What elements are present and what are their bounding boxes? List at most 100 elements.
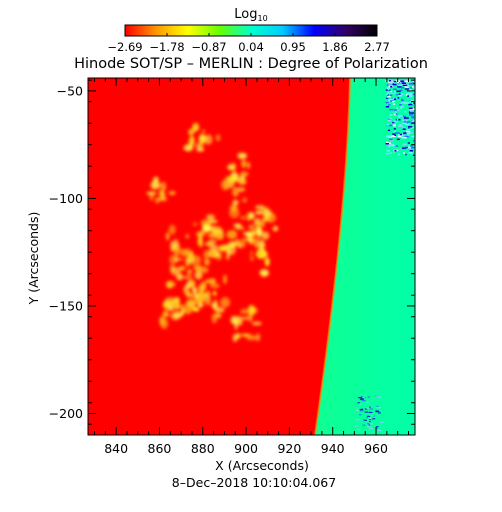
plage-patch bbox=[238, 244, 242, 249]
plage-patch bbox=[261, 221, 265, 227]
noise-pixel bbox=[398, 81, 402, 83]
noise-pixel bbox=[378, 412, 381, 414]
noise-pixel bbox=[413, 140, 415, 142]
noise-pixel bbox=[389, 144, 394, 146]
plage-patch bbox=[201, 129, 206, 133]
plage-patch bbox=[167, 304, 174, 312]
plage-patch bbox=[188, 128, 195, 136]
noise-pixel bbox=[368, 420, 371, 423]
noise-pixel bbox=[387, 88, 390, 91]
plage-patch bbox=[256, 227, 263, 237]
plage-patch bbox=[193, 255, 202, 265]
noise-pixel bbox=[387, 92, 390, 94]
plage-patch bbox=[215, 231, 225, 240]
noise-pixel bbox=[362, 424, 366, 426]
noise-pixel bbox=[394, 134, 397, 136]
noise-pixel bbox=[405, 153, 407, 156]
noise-pixel bbox=[389, 124, 394, 127]
plage-patch bbox=[190, 294, 198, 298]
noise-pixel bbox=[403, 120, 407, 122]
plage-patch bbox=[196, 231, 206, 238]
noise-pixel bbox=[408, 93, 414, 95]
noise-pixel bbox=[398, 124, 402, 126]
y-axis: −50 −100 −150 −200 bbox=[49, 79, 415, 425]
noise-pixel bbox=[394, 149, 397, 152]
noise-pixel bbox=[413, 87, 415, 90]
noise-pixel bbox=[389, 139, 394, 142]
x-tick-label: 860 bbox=[148, 441, 172, 456]
noise-pixel bbox=[362, 419, 365, 421]
plage-patch bbox=[236, 187, 246, 192]
plage-patch bbox=[205, 278, 216, 284]
noise-pixel bbox=[404, 80, 410, 83]
noise-pixel bbox=[369, 428, 373, 430]
noise-pixel bbox=[367, 423, 369, 425]
noise-pixel bbox=[402, 119, 405, 122]
noise-pixel bbox=[396, 98, 398, 100]
noise-pixel bbox=[397, 80, 402, 82]
plage-patch bbox=[229, 176, 233, 184]
noise-pixel bbox=[389, 108, 394, 111]
noise-pixel bbox=[408, 89, 412, 91]
noise-pixel bbox=[401, 99, 404, 102]
noise-pixel bbox=[388, 104, 391, 106]
noise-pixel bbox=[393, 145, 399, 147]
noise-pixel bbox=[399, 147, 401, 150]
noise-pixel bbox=[401, 98, 404, 101]
noise-pixel bbox=[390, 90, 393, 93]
noise-pixel bbox=[395, 113, 398, 115]
noise-pixel bbox=[388, 118, 390, 120]
plage-patch bbox=[241, 197, 248, 203]
plage-patch bbox=[256, 248, 267, 259]
noise-pixel bbox=[388, 105, 390, 107]
plage-patch bbox=[170, 241, 175, 252]
plage-patch bbox=[174, 257, 179, 262]
noise-pixel bbox=[414, 89, 415, 91]
colorbar-tick-label: 1.86 bbox=[322, 40, 348, 54]
plage-patch bbox=[234, 319, 238, 331]
noise-pixel bbox=[409, 112, 414, 114]
noise-pixel bbox=[413, 154, 415, 156]
plage-patch bbox=[233, 223, 242, 228]
noise-pixel bbox=[399, 104, 402, 106]
plage-patch bbox=[195, 142, 204, 149]
plage-patch bbox=[237, 152, 248, 160]
limb-band bbox=[314, 78, 351, 435]
plage-patch bbox=[255, 205, 265, 210]
noise-pixel bbox=[358, 397, 362, 399]
noise-pixel bbox=[387, 142, 391, 144]
noise-pixel bbox=[387, 103, 390, 105]
noise-pixel bbox=[409, 100, 411, 103]
plage-patch bbox=[261, 231, 270, 240]
plage-patch bbox=[259, 269, 269, 277]
plage-patch bbox=[192, 222, 198, 227]
plage-patch bbox=[192, 122, 200, 132]
noise-pixel bbox=[398, 134, 402, 136]
colorbar-title-base: Log bbox=[234, 7, 257, 22]
noise-pixel bbox=[370, 414, 374, 416]
colorbar-tick-label: −2.69 bbox=[107, 40, 142, 54]
plage-patch bbox=[178, 265, 186, 271]
plage-patch bbox=[221, 179, 230, 191]
colorbar-tick-label: 2.77 bbox=[364, 40, 390, 54]
y-tick-label: −50 bbox=[57, 83, 83, 98]
plage-patch bbox=[236, 315, 243, 326]
plage-patch bbox=[188, 136, 195, 147]
noise-pixel bbox=[396, 82, 399, 85]
plage-patch bbox=[255, 333, 261, 342]
plage-patch bbox=[185, 234, 189, 239]
plage-patch bbox=[159, 316, 165, 326]
noise-pixel bbox=[390, 82, 394, 84]
noise-pixel bbox=[386, 150, 390, 152]
noise-pixel bbox=[365, 395, 367, 397]
plage-patch bbox=[183, 144, 194, 152]
noise-pixel bbox=[393, 80, 397, 83]
noise-pixel bbox=[401, 82, 407, 84]
noise-pixel bbox=[366, 417, 368, 419]
noise-pixel bbox=[398, 109, 400, 112]
noise-pixel bbox=[395, 91, 397, 94]
noise-pixel bbox=[359, 398, 364, 401]
noise-pixel bbox=[400, 107, 402, 109]
plage-patch bbox=[146, 191, 157, 196]
